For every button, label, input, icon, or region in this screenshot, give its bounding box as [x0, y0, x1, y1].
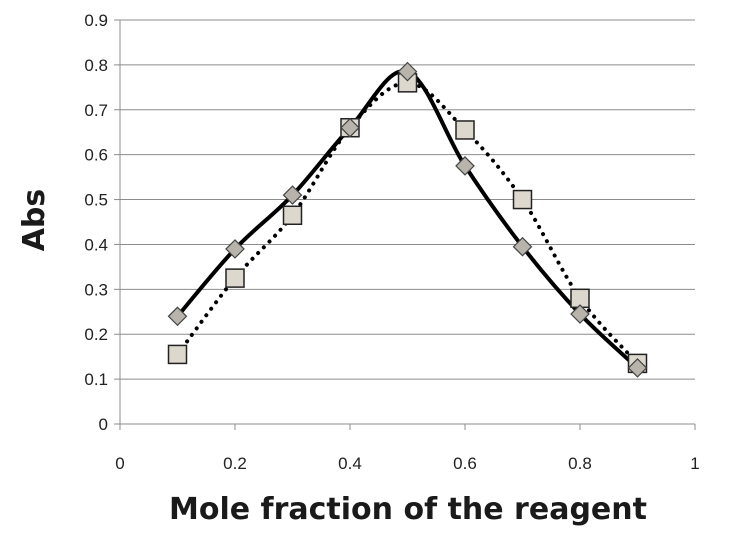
series-1-point-2 — [282, 185, 303, 205]
y-tick-label-5: 0.5 — [84, 191, 108, 210]
series-1-point-5 — [455, 156, 475, 176]
series-1-point-6 — [512, 236, 533, 257]
y-tick-label-0: 0 — [99, 415, 108, 434]
series-1-point-4 — [397, 61, 418, 82]
series-2-point-5 — [455, 120, 475, 140]
x-axis-title: Mole fraction of the reagent — [169, 492, 647, 527]
series-1-point-0 — [167, 306, 188, 327]
x-tick-label-3: 0.6 — [453, 454, 477, 473]
y-tick-label-4: 0.4 — [84, 235, 108, 254]
x-tick-labels: 0 0.2 0.4 0.6 0.8 1 — [115, 454, 699, 473]
x-tick-label-5: 1 — [690, 454, 699, 473]
y-tick-label-6: 0.6 — [84, 146, 108, 165]
series-2-point-1 — [225, 268, 245, 288]
y-axis-title: Abs — [17, 189, 52, 252]
series-2-point-0 — [167, 344, 188, 365]
x-tick-label-0: 0 — [115, 454, 124, 473]
series-lines — [175, 69, 640, 370]
y-tick-label-3: 0.3 — [84, 280, 108, 299]
y-tick-labels: 0 0.1 0.2 0.3 0.4 0.5 0.6 0.7 0.8 0.9 — [84, 11, 108, 434]
series-markers — [167, 61, 648, 378]
y-tick-label-9: 0.9 — [84, 11, 108, 30]
y-tick-label-7: 0.7 — [84, 101, 108, 120]
series-1-point-1 — [225, 239, 245, 259]
y-tick-label-2: 0.2 — [84, 325, 108, 344]
x-tick-label-4: 0.8 — [568, 454, 592, 473]
series-2-line — [175, 80, 640, 366]
y-tick-label-8: 0.8 — [84, 56, 108, 75]
x-tick-label-1: 0.2 — [223, 454, 247, 473]
series-1-line — [175, 69, 640, 370]
series-1-point-7 — [570, 304, 590, 324]
grid-lines — [120, 19, 695, 380]
series-2-point-2 — [282, 205, 303, 226]
axes — [114, 19, 696, 430]
series-1-point-8 — [627, 358, 648, 378]
series-1-point-3 — [340, 117, 360, 138]
x-tick-label-2: 0.4 — [338, 454, 362, 473]
y-tick-label-1: 0.1 — [84, 370, 108, 389]
series-2-point-6 — [512, 189, 533, 210]
